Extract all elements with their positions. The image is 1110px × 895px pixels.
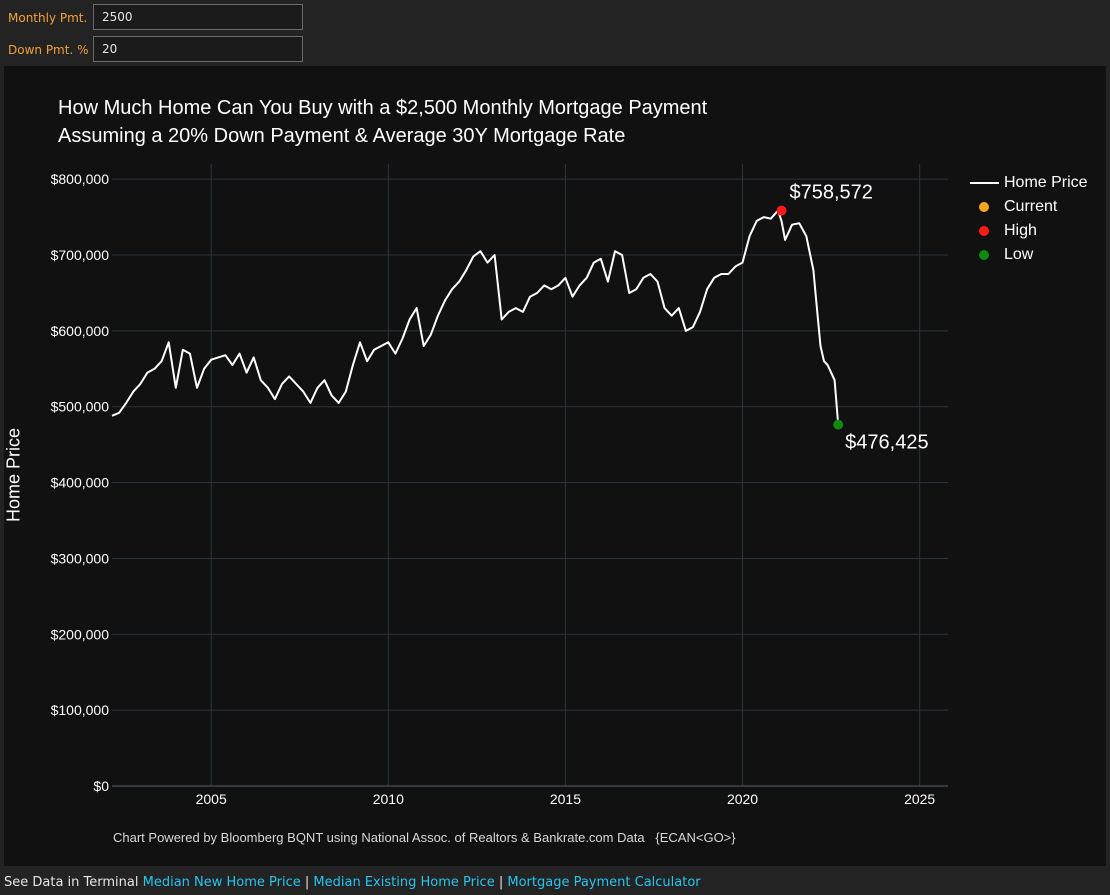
legend-dot-high xyxy=(979,226,989,236)
bottom-links: See Data in Terminal Median New Home Pri… xyxy=(4,875,701,890)
legend-label-home-price: Home Price xyxy=(1004,174,1088,191)
monthly-payment-label: Monthly Pmt. xyxy=(8,11,88,25)
down-payment-input[interactable] xyxy=(93,36,303,62)
x-tick-label: 2025 xyxy=(904,791,935,807)
legend-dot-low xyxy=(979,250,989,260)
y-tick-label: $700,000 xyxy=(51,247,110,263)
x-tick-label: 2010 xyxy=(373,791,404,807)
high-point-label: $758,572 xyxy=(790,182,873,204)
low-point-marker xyxy=(833,419,844,430)
y-tick-label: $100,000 xyxy=(51,702,110,718)
link-mortgage-payment-calculator[interactable]: Mortgage Payment Calculator xyxy=(507,875,701,890)
y-tick-label: $300,000 xyxy=(51,550,110,566)
y-tick-label: $500,000 xyxy=(51,399,110,415)
bottom-bar: See Data in Terminal Median New Home Pri… xyxy=(0,868,1110,895)
x-tick-label: 2005 xyxy=(196,791,227,807)
link-median-new-home-price[interactable]: Median New Home Price xyxy=(142,875,301,890)
link-median-existing-home-price[interactable]: Median Existing Home Price xyxy=(313,875,495,890)
input-panel: Monthly Pmt. Down Pmt. % xyxy=(0,0,1110,66)
high-point-marker xyxy=(776,205,787,216)
y-tick-label: $600,000 xyxy=(51,323,110,339)
low-point-label: $476,425 xyxy=(845,432,928,454)
series-line-home-price xyxy=(111,209,840,425)
bottom-prefix: See Data in Terminal xyxy=(4,875,139,890)
chart-panel xyxy=(4,66,1106,866)
legend-label-low: Low xyxy=(1004,246,1034,263)
y-tick-label: $400,000 xyxy=(51,475,110,491)
y-tick-label: $0 xyxy=(93,778,109,794)
legend-label-high: High xyxy=(1004,222,1037,239)
link-separator: | xyxy=(300,875,314,890)
y-tick-label: $200,000 xyxy=(51,626,110,642)
chart-title: How Much Home Can You Buy with a $2,500 … xyxy=(58,94,707,150)
legend-label-current: Current xyxy=(1004,198,1058,215)
legend-dot-current xyxy=(979,202,989,212)
chart-title-line2: Assuming a 20% Down Payment & Average 30… xyxy=(58,125,626,147)
legend-line-swatch xyxy=(970,182,999,184)
x-tick-label: 2015 xyxy=(550,791,581,807)
monthly-payment-row: Monthly Pmt. xyxy=(0,4,320,32)
down-payment-row: Down Pmt. % xyxy=(0,36,320,64)
x-tick-label: 2020 xyxy=(727,791,758,807)
link-separator: | xyxy=(494,875,508,890)
chart-footnote: Chart Powered by Bloomberg BQNT using Na… xyxy=(113,830,736,845)
chart-title-line1: How Much Home Can You Buy with a $2,500 … xyxy=(58,97,708,119)
monthly-payment-input[interactable] xyxy=(93,4,303,30)
y-tick-label: $800,000 xyxy=(51,171,110,187)
down-payment-label: Down Pmt. % xyxy=(8,43,89,57)
